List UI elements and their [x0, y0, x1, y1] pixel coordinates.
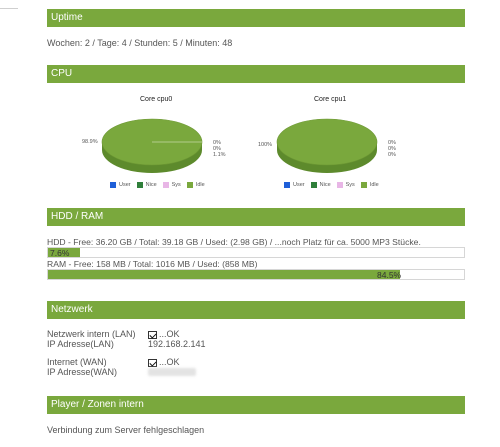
- legend-swatch-nice: [136, 182, 143, 188]
- pie-chart-cpu0: [101, 118, 203, 173]
- ram-text: RAM - Free: 158 MB / Total: 1016 MB / Us…: [47, 259, 258, 269]
- pie-label-nice-cpu1: 0%: [388, 146, 396, 152]
- hdd-ram-header: HDD / RAM: [47, 208, 465, 226]
- pie-label-sys-cpu0: 1.1%: [213, 152, 226, 158]
- pie-label-user-cpu0: 0%: [213, 140, 221, 146]
- uptime-text: Wochen: 2 / Tage: 4 / Stunden: 5 / Minut…: [47, 38, 233, 48]
- lan-ip-value: 192.168.2.141: [148, 339, 206, 349]
- pie-label-nice-cpu0: 0%: [213, 146, 221, 152]
- hdd-usage-bar: 7.6%: [47, 247, 465, 258]
- player-header: Player / Zonen intern: [47, 396, 465, 414]
- checkbox-icon: [148, 330, 157, 339]
- lan-ip-label: IP Adresse(LAN): [47, 339, 114, 349]
- lan-status: ...OK: [148, 329, 180, 339]
- legend-cpu0: User Nice Sys Idle: [110, 182, 205, 188]
- network-header: Netzwerk: [47, 301, 465, 319]
- uptime-header: Uptime: [47, 9, 465, 27]
- wan-ip-redacted: [148, 368, 196, 376]
- hdd-percent-label: 7.6%: [50, 248, 70, 258]
- ram-usage-fill: [48, 270, 400, 279]
- cpu-header: CPU: [47, 65, 465, 83]
- pie-label-sys-cpu1: 0%: [388, 152, 396, 158]
- pie-label-idle-cpu1: 100%: [258, 142, 273, 148]
- chart-title-cpu0: Core cpu0: [140, 96, 173, 103]
- left-divider: [0, 8, 18, 9]
- wan-label: Internet (WAN): [47, 357, 107, 367]
- ram-usage-bar: 84.5%: [47, 269, 465, 280]
- chart-title-cpu1: Core cpu1: [314, 96, 347, 103]
- lan-label: Netzwerk intern (LAN): [47, 329, 136, 339]
- wan-ip-label: IP Adresse(WAN): [47, 367, 118, 377]
- pie-label-idle-cpu0: 98.9%: [82, 139, 98, 145]
- legend-swatch-user: [110, 182, 116, 188]
- pie-chart-cpu1: [276, 118, 378, 173]
- wan-status: ...OK: [148, 357, 180, 367]
- legend-swatch-sys: [162, 182, 169, 188]
- legend-cpu1: User Nice Sys Idle: [284, 182, 379, 188]
- hdd-text: HDD - Free: 36.20 GB / Total: 39.18 GB /…: [47, 237, 421, 247]
- pie-label-user-cpu1: 0%: [388, 140, 396, 146]
- hdd-usage-fill: [48, 248, 80, 257]
- legend-swatch-idle: [186, 182, 193, 188]
- player-status-text: Verbindung zum Server fehlgeschlagen: [47, 425, 205, 435]
- ram-percent-label: 84.5%: [377, 270, 402, 280]
- checkbox-icon: [148, 358, 157, 367]
